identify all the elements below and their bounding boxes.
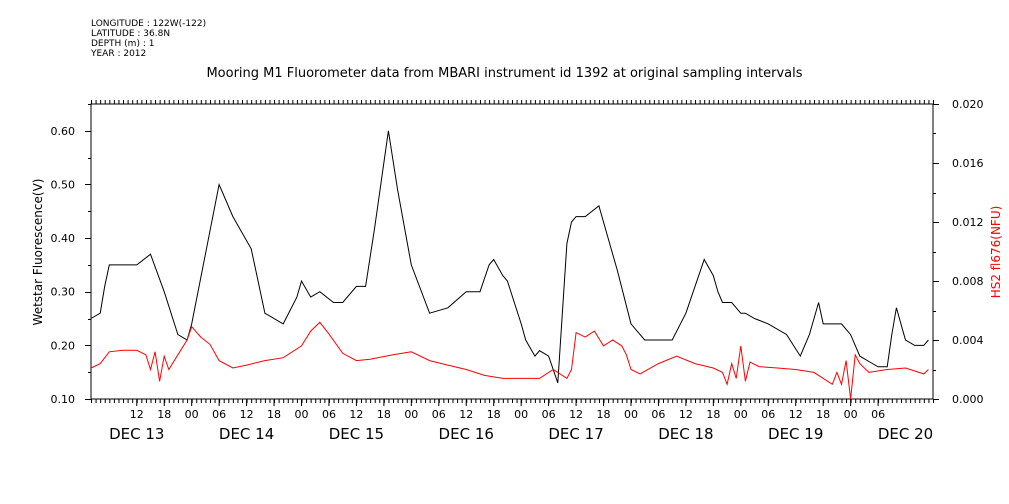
x-tick-label: 18 (816, 408, 830, 421)
x-day-label: DEC 14 (219, 425, 274, 443)
y-tick-label: 0.40 (51, 232, 76, 245)
location-metadata: LONGITUDE : 122W(-122) LATITUDE : 36.8N … (91, 19, 206, 59)
x-tick-label: 06 (542, 408, 556, 421)
y2-axis-label: HS2 fl676(NFU) (989, 206, 1003, 299)
x-tick-label: 18 (487, 408, 501, 421)
x-tick-label: 06 (651, 408, 665, 421)
y-tick-label: 0.10 (51, 393, 76, 406)
x-tick-label: 06 (212, 408, 226, 421)
y2-tick-label: 0.008 (952, 275, 984, 288)
chart-title: Mooring M1 Fluorometer data from MBARI i… (206, 66, 803, 81)
x-tick-label: 18 (267, 408, 281, 421)
x-tick-label: 06 (761, 408, 775, 421)
series-layer (90, 130, 929, 400)
hs2-series-line (90, 321, 929, 400)
y2-tick-label: 0.016 (952, 157, 984, 170)
x-tick-label: 00 (624, 408, 638, 421)
y2-tick-label: 0.000 (952, 393, 984, 406)
x-tick-label: 06 (432, 408, 446, 421)
x-day-label: DEC 13 (109, 425, 164, 443)
axes-layer: 12 18 00 06 12 18 00 06 12 18 00 06 12 18 00 06 12 18 00 06… (51, 98, 984, 443)
x-tick-label: 12 (789, 408, 803, 421)
x-tick-label: 12 (240, 408, 254, 421)
x-day-label: DEC 16 (439, 425, 494, 443)
y2-tick-label: 0.012 (952, 216, 984, 229)
x-tick-label: 06 (322, 408, 336, 421)
x-tick-label: 12 (679, 408, 693, 421)
x-tick-label: 18 (157, 408, 171, 421)
x-day-label: DEC 20 (878, 425, 933, 443)
depth-label: DEPTH (m) : 1 (91, 39, 155, 49)
x-tick-label: 00 (404, 408, 418, 421)
y2-tick-label: 0.020 (952, 98, 984, 111)
x-tick-label: 18 (377, 408, 391, 421)
year-label: YEAR : 2012 (91, 49, 147, 59)
x-tick-label: 12 (130, 408, 144, 421)
x-day-label: DEC 19 (768, 425, 823, 443)
y-tick-label: 0.30 (51, 286, 76, 299)
y-tick-label: 0.60 (51, 125, 76, 138)
x-tick-label: 00 (514, 408, 528, 421)
y-tick-label: 0.20 (51, 339, 76, 352)
labels-layer: Wetstar Fluorescence(V) HS2 fl676(NFU) (31, 179, 1003, 326)
x-day-label: DEC 18 (658, 425, 713, 443)
x-day-label: DEC 15 (329, 425, 384, 443)
y2-tick-label: 0.004 (952, 334, 984, 347)
longitude-label: LONGITUDE : 122W(-122) (91, 19, 207, 29)
x-tick-label: 12 (569, 408, 583, 421)
y-axis-label: Wetstar Fluorescence(V) (31, 179, 45, 326)
x-tick-label: 12 (459, 408, 473, 421)
x-tick-label: 00 (844, 408, 858, 421)
x-tick-label: 12 (349, 408, 363, 421)
latitude-label: LATITUDE : 36.8N (91, 29, 171, 39)
x-tick-label: 00 (295, 408, 309, 421)
x-tick-label: 18 (597, 408, 611, 421)
y-tick-label: 0.50 (51, 178, 76, 191)
x-tick-label: 06 (871, 408, 885, 421)
x-day-label: DEC 17 (548, 425, 603, 443)
wetstar-series-line (90, 130, 929, 384)
x-tick-label: 18 (706, 408, 720, 421)
x-tick-label: 00 (185, 408, 199, 421)
plot-frame (90, 103, 934, 400)
x-tick-label: 00 (734, 408, 748, 421)
